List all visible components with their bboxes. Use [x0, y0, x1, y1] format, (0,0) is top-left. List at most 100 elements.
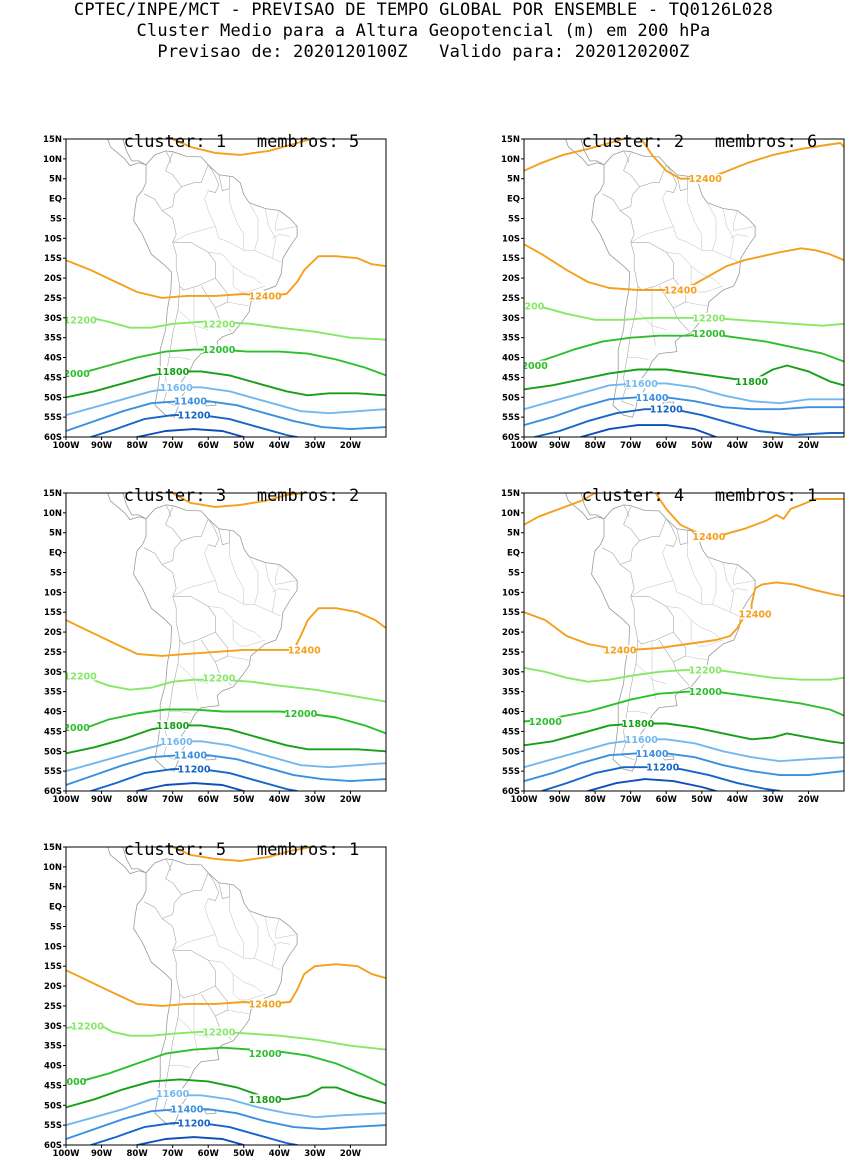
isoline-11000 [136, 782, 245, 791]
lon-tick-label: 100W [52, 441, 80, 451]
isoline-label: 12000 [689, 687, 722, 698]
state-border [630, 580, 674, 597]
state-border [172, 934, 216, 951]
lon-tick-label: 70W [162, 1149, 184, 1159]
lon-tick-label: 80W [127, 1149, 149, 1159]
state-border [169, 357, 191, 360]
cluster-number: 1 [215, 132, 227, 152]
lon-tick-label: 30W [762, 795, 784, 805]
state-border [229, 542, 245, 605]
lat-tick-label: 40S [44, 708, 62, 718]
lon-tick-label: 60W [198, 1149, 220, 1159]
map-frame [65, 138, 387, 438]
country-border [619, 210, 635, 269]
isoline-label-bg [72, 1020, 103, 1031]
central-america-coastline [565, 493, 605, 521]
isoline-label-bg [651, 404, 682, 415]
cluster-label: cluster: [581, 486, 664, 506]
country-border [172, 950, 216, 999]
isoline-label: 11200 [177, 765, 210, 776]
isoline-label: 12400 [692, 532, 725, 543]
lat-tick-label: 30S [44, 314, 62, 324]
isoline-label-bg [179, 764, 209, 775]
cluster-label: cluster: [581, 132, 664, 152]
lon-tick-label: 90W [91, 441, 113, 451]
cluster-number: 4 [673, 486, 685, 506]
panel-title: cluster: 5 membros: 1 [56, 820, 386, 880]
lat-tick-label: 60S [502, 787, 520, 797]
central-america-coastline [565, 139, 605, 167]
country-border [639, 164, 667, 187]
lon-tick-label: 40W [727, 441, 749, 451]
isoline-label: 11400 [174, 397, 207, 408]
country-border [630, 596, 674, 645]
isoline-11600 [524, 738, 844, 769]
isoline-label-bg [175, 396, 206, 407]
lat-tick-label: 15N [501, 135, 520, 145]
map-svg: 12400 12200 12200 12000 2000 11800 11600 11400 1… [43, 489, 387, 805]
isoline-12000 [66, 1046, 386, 1087]
lat-tick-label: 25S [502, 294, 520, 304]
country-border [161, 918, 177, 977]
cluster-number: 3 [215, 486, 227, 506]
state-border [685, 301, 708, 307]
lat-tick-label: EQ [49, 549, 62, 559]
lat-tick-label: 20S [502, 274, 520, 284]
isoline-label: 12000 [284, 709, 317, 720]
state-border [172, 580, 216, 597]
country-border [161, 564, 177, 623]
panel-title: cluster: 1 membros: 5 [56, 112, 386, 172]
state-border [232, 266, 266, 293]
lat-tick-label: 15N [43, 135, 62, 145]
map-svg: 12400 12200 12200 12000 2000 11800 11600 11400 1… [43, 843, 387, 1159]
isoline-label: 11800 [621, 719, 654, 730]
isoline-12400 [171, 847, 313, 862]
lat-tick-label: 40S [44, 1062, 62, 1072]
membros-label: membros: [256, 840, 339, 860]
lat-tick-label: 5S [508, 568, 520, 578]
lat-tick-label: 20S [502, 628, 520, 638]
lon-tick-label: 90W [91, 795, 113, 805]
lat-tick-label: 10S [502, 234, 520, 244]
country-border [163, 993, 181, 1115]
isoline-12400 [524, 493, 597, 526]
isoline-label: 12200 [202, 1027, 235, 1038]
country-border [218, 882, 230, 900]
lon-tick-label: 70W [620, 795, 642, 805]
isoline-12400 [171, 493, 306, 508]
south-america-coastline [133, 504, 298, 772]
isoline-label-bg [66, 670, 96, 681]
isoline-label-bg [622, 718, 653, 729]
country-border [144, 901, 163, 919]
cluster-label: cluster: [123, 486, 206, 506]
isoline-12200 [524, 666, 844, 683]
lat-tick-label: 40S [502, 354, 520, 364]
isoline-label: 11800 [156, 367, 189, 378]
isoline-label: 12400 [739, 610, 772, 621]
lat-tick-label: 10S [502, 588, 520, 598]
lat-tick-label: 40S [502, 708, 520, 718]
central-america-coastline [107, 139, 147, 167]
header-line-2: Cluster Medio para a Altura Geopotencial… [136, 21, 711, 41]
state-border [275, 934, 298, 939]
state-border [733, 226, 756, 231]
state-border [177, 663, 209, 684]
map-frame [523, 138, 845, 438]
state-border [635, 663, 667, 684]
lat-tick-label: 5S [50, 568, 62, 578]
membros-count: 2 [348, 486, 360, 506]
lat-tick-label: 60S [44, 433, 62, 443]
state-border [690, 266, 724, 293]
country-border [619, 152, 640, 211]
state-border [264, 562, 277, 613]
lat-tick-label: 30S [502, 314, 520, 324]
state-border [275, 210, 280, 231]
lat-tick-label: 15S [502, 608, 520, 618]
isoline-label-bg [605, 644, 635, 655]
lon-tick-label: 40W [727, 795, 749, 805]
country-border [161, 210, 177, 269]
isoline-label-bg [66, 314, 96, 325]
lon-tick-label: 70W [162, 795, 184, 805]
lon-tick-label: 80W [127, 795, 149, 805]
isoline-12400 [654, 493, 844, 536]
